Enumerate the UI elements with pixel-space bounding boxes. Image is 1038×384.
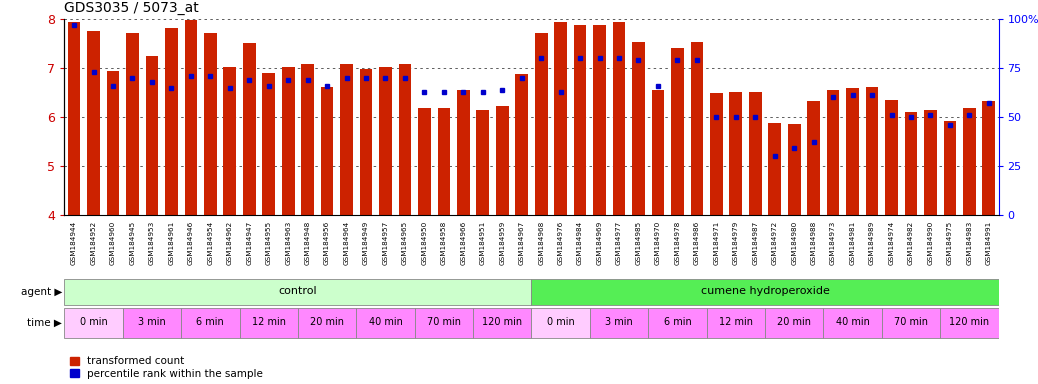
Bar <box>846 88 858 215</box>
Bar <box>64 280 531 305</box>
Bar <box>67 22 80 215</box>
Bar <box>379 67 391 215</box>
Text: 120 min: 120 min <box>483 317 522 327</box>
Bar <box>399 64 411 215</box>
Bar <box>612 22 625 215</box>
Bar <box>768 123 781 215</box>
Bar <box>881 308 940 338</box>
Text: cumene hydroperoxide: cumene hydroperoxide <box>701 286 829 296</box>
Bar <box>710 93 722 215</box>
Text: 20 min: 20 min <box>777 317 812 327</box>
Bar <box>145 56 158 215</box>
Bar <box>263 73 275 215</box>
Bar <box>496 106 509 215</box>
Bar <box>185 20 197 215</box>
Bar <box>983 101 995 215</box>
Text: 3 min: 3 min <box>605 317 633 327</box>
Text: 40 min: 40 min <box>368 317 403 327</box>
Text: 0 min: 0 min <box>80 317 107 327</box>
Bar <box>590 308 648 338</box>
Bar <box>298 308 356 338</box>
Bar <box>107 71 119 215</box>
Bar <box>594 25 606 215</box>
Bar <box>707 308 765 338</box>
Text: control: control <box>278 286 318 296</box>
Bar <box>414 308 473 338</box>
Text: GDS3035 / 5073_at: GDS3035 / 5073_at <box>64 2 199 15</box>
Bar <box>905 112 918 215</box>
Bar <box>165 28 177 215</box>
Bar <box>554 22 567 215</box>
Legend: transformed count, percentile rank within the sample: transformed count, percentile rank withi… <box>70 356 264 379</box>
Text: 70 min: 70 min <box>427 317 461 327</box>
Text: 12 min: 12 min <box>718 317 753 327</box>
Text: 6 min: 6 min <box>663 317 691 327</box>
Bar <box>788 124 800 215</box>
Bar <box>360 69 373 215</box>
Bar <box>204 33 217 215</box>
Bar <box>885 100 898 215</box>
Bar <box>240 308 298 338</box>
Bar <box>866 87 878 215</box>
Text: 120 min: 120 min <box>950 317 989 327</box>
Bar <box>438 108 450 215</box>
Bar <box>301 64 313 215</box>
Text: 6 min: 6 min <box>196 317 224 327</box>
Bar <box>321 87 333 215</box>
Bar <box>418 108 431 215</box>
Bar <box>765 308 823 338</box>
Bar <box>574 25 586 215</box>
Bar <box>181 308 240 338</box>
Bar <box>340 64 353 215</box>
Text: 0 min: 0 min <box>547 317 574 327</box>
Bar <box>87 31 100 215</box>
Bar <box>282 67 295 215</box>
Bar <box>457 90 469 215</box>
Text: agent ▶: agent ▶ <box>21 287 62 297</box>
Bar <box>516 74 528 215</box>
Bar <box>827 90 840 215</box>
Bar <box>944 121 956 215</box>
Text: time ▶: time ▶ <box>27 318 62 328</box>
Bar <box>531 308 590 338</box>
Bar <box>924 109 936 215</box>
Bar <box>632 42 645 215</box>
Bar <box>940 308 999 338</box>
Bar <box>963 108 976 215</box>
Text: 20 min: 20 min <box>310 317 345 327</box>
Bar <box>535 33 547 215</box>
Bar <box>223 67 236 215</box>
Bar <box>648 308 707 338</box>
Bar <box>476 109 489 215</box>
Text: 12 min: 12 min <box>251 317 285 327</box>
Bar <box>473 308 531 338</box>
Text: 40 min: 40 min <box>836 317 870 327</box>
Bar <box>64 308 122 338</box>
Bar <box>127 33 139 215</box>
Bar <box>730 93 742 215</box>
Bar <box>531 280 999 305</box>
Text: 3 min: 3 min <box>138 317 166 327</box>
Text: 70 min: 70 min <box>894 317 928 327</box>
Bar <box>122 308 181 338</box>
Bar <box>690 42 703 215</box>
Bar <box>808 101 820 215</box>
Bar <box>672 48 684 215</box>
Bar <box>243 43 255 215</box>
Bar <box>823 308 882 338</box>
Bar <box>356 308 414 338</box>
Bar <box>749 93 762 215</box>
Bar <box>652 90 664 215</box>
